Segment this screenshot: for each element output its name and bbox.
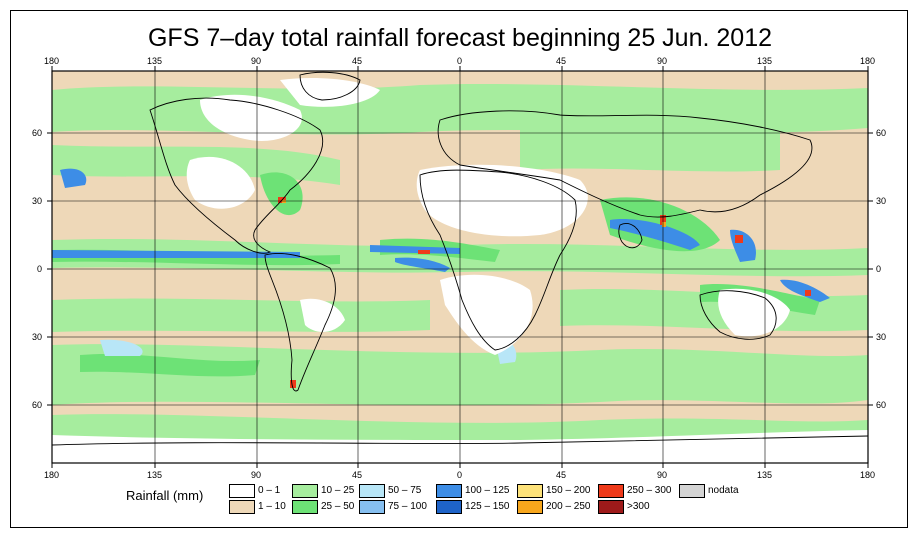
- legend-swatch-1: [229, 500, 255, 514]
- lon-label-bottom-8: 180: [860, 470, 876, 480]
- legend-label-1: 1 – 10: [258, 501, 286, 512]
- legend-label-0: 0 – 1: [258, 485, 281, 496]
- legend-swatch-4: [359, 484, 385, 498]
- lon-label-top-3: 45: [352, 56, 363, 66]
- legend-swatch-8: [517, 484, 543, 498]
- lat-label-right-4: 60: [876, 400, 887, 410]
- legend-swatch-6: [436, 484, 462, 498]
- tick-marks: [47, 66, 873, 468]
- legend-swatch-11: [598, 500, 624, 514]
- grid-lines: [52, 71, 868, 463]
- legend-label-10: 250 – 300: [627, 485, 672, 496]
- map-title: GFS 7–day total rainfall forecast beginn…: [147, 24, 772, 52]
- lon-label-bottom-4: 0: [457, 470, 463, 480]
- figure-frame: [10, 10, 908, 528]
- lat-label-right-0: 60: [876, 128, 887, 138]
- legend-label-7: 125 – 150: [465, 501, 510, 512]
- lon-label-top-0: 180: [44, 56, 60, 66]
- lon-label-bottom-5: 45: [556, 470, 567, 480]
- rain-orange: [282, 200, 666, 227]
- legend-label-11: >300: [627, 501, 650, 512]
- legend-swatch-12: [679, 484, 705, 498]
- legend-label-3: 25 – 50: [321, 501, 355, 512]
- lat-label-left-1: 30: [32, 196, 43, 206]
- legend-label-6: 100 – 125: [465, 485, 510, 496]
- lon-label-top-5: 45: [556, 56, 567, 66]
- continent-outlines: [51, 71, 869, 446]
- lon-label-top-8: 180: [860, 56, 876, 66]
- legend-swatch-7: [436, 500, 462, 514]
- lat-label-right-1: 30: [876, 196, 887, 206]
- lat-label-left-4: 60: [32, 400, 43, 410]
- legend-title: Rainfall (mm): [126, 488, 204, 503]
- lon-label-top-1: 135: [147, 56, 163, 66]
- legend-label-12: nodata: [708, 485, 739, 496]
- lon-label-top-6: 90: [657, 56, 668, 66]
- lon-label-bottom-1: 135: [147, 470, 163, 480]
- lon-label-top-2: 90: [251, 56, 262, 66]
- legend-label-2: 10 – 25: [321, 485, 355, 496]
- lon-label-bottom-6: 90: [657, 470, 668, 480]
- lon-label-bottom-0: 180: [44, 470, 60, 480]
- lat-label-left-2: 0: [37, 264, 43, 274]
- legend-swatch-10: [598, 484, 624, 498]
- legend-swatch-3: [292, 500, 318, 514]
- legend-label-8: 150 – 200: [546, 485, 591, 496]
- lat-label-left-3: 30: [32, 332, 43, 342]
- legend-label-9: 200 – 250: [546, 501, 591, 512]
- lon-label-bottom-7: 135: [757, 470, 773, 480]
- rain-heavy-blue: [52, 168, 830, 302]
- legend-label-5: 75 – 100: [388, 501, 427, 512]
- lon-label-bottom-2: 90: [251, 470, 262, 480]
- legend-swatch-0: [229, 484, 255, 498]
- lat-label-right-3: 30: [876, 332, 887, 342]
- legend-swatch-5: [359, 500, 385, 514]
- legend-swatch-9: [517, 500, 543, 514]
- lat-label-left-0: 60: [32, 128, 43, 138]
- legend-label-4: 50 – 75: [388, 485, 422, 496]
- lat-label-right-2: 0: [876, 264, 882, 274]
- lon-label-top-7: 135: [757, 56, 773, 66]
- lon-label-top-4: 0: [457, 56, 463, 66]
- legend-swatch-2: [292, 484, 318, 498]
- lon-label-bottom-3: 45: [352, 470, 363, 480]
